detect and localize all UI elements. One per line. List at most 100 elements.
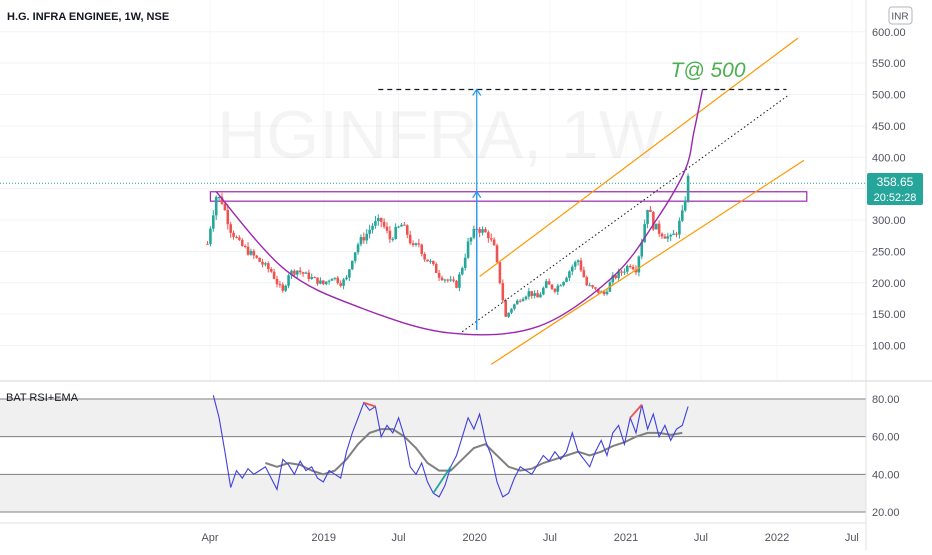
price-candle <box>669 235 673 237</box>
price-candle <box>602 291 606 295</box>
ema-line <box>265 428 683 476</box>
price-candle <box>550 284 554 289</box>
price-candle <box>348 269 351 278</box>
price-axis-tick: 450.00 <box>872 121 906 133</box>
price-candle <box>663 236 667 239</box>
price-candle <box>675 233 678 235</box>
price-candle <box>631 266 635 270</box>
price-candle <box>385 226 389 231</box>
channel-upper-line <box>479 37 799 277</box>
time-axis-tick: 2022 <box>765 532 789 544</box>
price-candle <box>324 281 328 285</box>
price-candle <box>226 209 230 225</box>
price-candle <box>272 271 276 279</box>
price-candle <box>229 224 232 233</box>
price-candle <box>353 252 357 261</box>
price-candle <box>339 283 342 286</box>
price-candle <box>594 287 597 289</box>
price-candle <box>452 279 455 281</box>
price-candle <box>301 272 305 274</box>
price-candle <box>597 288 600 293</box>
price-candle <box>426 259 429 262</box>
price-candle <box>313 277 316 279</box>
price-candle <box>420 244 424 255</box>
price-candle <box>287 275 290 286</box>
price-axis-tick: 150.00 <box>872 309 906 321</box>
price-candle <box>539 294 542 298</box>
price-candle <box>400 224 403 227</box>
price-candle <box>246 246 250 255</box>
price-candle <box>628 266 632 268</box>
price-candle <box>365 233 369 241</box>
price-candle <box>217 197 221 199</box>
price-candle <box>573 262 577 267</box>
price-candle <box>403 224 406 226</box>
price-candle <box>466 241 470 258</box>
price-candle <box>345 277 348 280</box>
price-candle <box>620 271 623 273</box>
price-candle <box>472 228 476 238</box>
price-candle <box>544 281 548 288</box>
last-price-label: 358.65 20:52:28 <box>867 173 923 205</box>
time-axis-tick: Jul <box>392 532 406 544</box>
price-candle <box>487 232 490 239</box>
price-candle <box>382 221 386 227</box>
bar-countdown: 20:52:28 <box>874 192 917 204</box>
price-candle <box>368 229 371 234</box>
price-candle <box>536 293 539 298</box>
price-candle <box>492 239 496 246</box>
price-candle <box>446 279 450 281</box>
price-candle <box>553 288 557 292</box>
price-candle <box>686 175 690 201</box>
price-candle <box>330 278 334 281</box>
price-candle <box>513 304 516 309</box>
price-candle <box>556 285 560 292</box>
price-candle <box>307 272 311 279</box>
price-candle <box>232 232 235 237</box>
price-candle <box>223 203 227 210</box>
price-candle <box>255 255 259 258</box>
price-candle <box>212 215 215 229</box>
price-axis-tick: 500.00 <box>872 90 906 102</box>
price-candle <box>258 257 261 262</box>
price-candle <box>333 277 337 279</box>
price-candle <box>533 293 536 296</box>
price-candle <box>295 270 299 275</box>
price-candle <box>434 264 438 273</box>
price-candle <box>504 300 508 317</box>
rsi-divergence-mark <box>363 401 376 408</box>
price-candle <box>565 277 568 282</box>
price-candle <box>374 221 377 226</box>
price-candle <box>660 233 664 237</box>
currency-badge[interactable] <box>888 6 913 25</box>
rsi-axis-tick: 20.00 <box>872 507 900 519</box>
price-candle <box>304 272 308 274</box>
price-candle <box>278 284 282 286</box>
price-candle <box>678 220 681 235</box>
price-candle <box>408 234 412 244</box>
indicator-title: BAT RSI+EMA <box>6 392 79 404</box>
price-candle <box>455 280 458 288</box>
price-candle <box>388 230 392 240</box>
price-candle <box>411 243 415 245</box>
rsi-band-upper <box>0 399 866 437</box>
price-candle <box>220 197 224 204</box>
price-candle <box>570 266 574 272</box>
price-candle <box>588 285 591 287</box>
price-candle <box>377 217 380 222</box>
price-candle <box>579 260 583 271</box>
price-candle <box>391 238 395 240</box>
price-candle <box>252 250 256 256</box>
rsi-divergence-mark <box>629 404 643 419</box>
price-candle <box>238 237 241 240</box>
channel-lower-line <box>490 159 805 365</box>
price-candle <box>498 262 502 284</box>
price-candle <box>518 300 522 302</box>
time-axis-tick: 2020 <box>462 532 486 544</box>
price-candle <box>576 260 580 263</box>
price-candle <box>235 236 238 238</box>
resistance-zone-box <box>209 191 808 202</box>
price-candle <box>463 257 467 269</box>
